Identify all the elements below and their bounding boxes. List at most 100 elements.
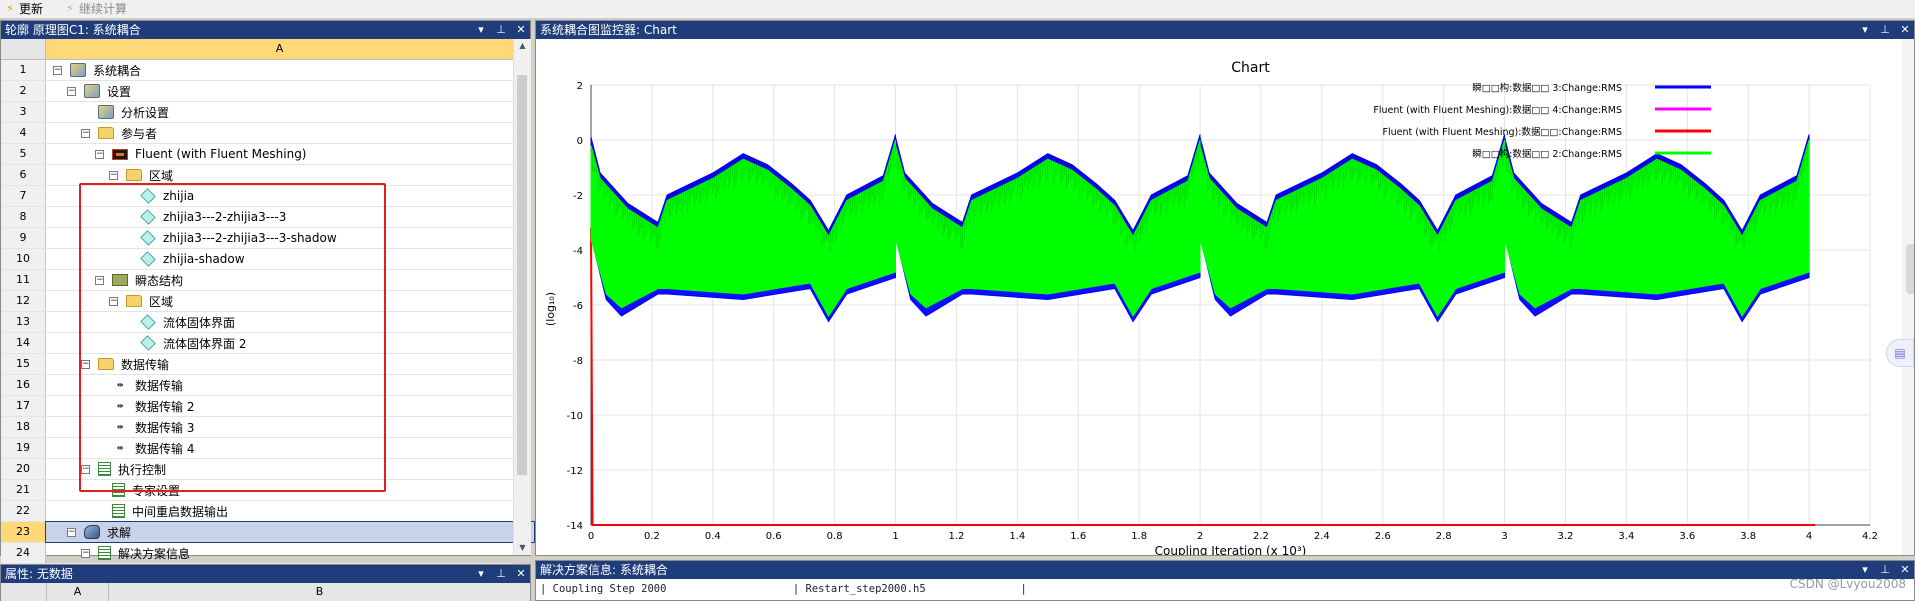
tree-cell[interactable]: ⇹ 数据传输 4: [46, 438, 562, 458]
close-icon[interactable]: ✕: [1900, 563, 1910, 576]
outline-panel-title: 轮廓 原理图C1: 系统耦合: [5, 23, 141, 37]
pin-icon[interactable]: ⊥: [1880, 23, 1890, 36]
tree-row[interactable]: 24 − 解决方案信息: [1, 543, 513, 564]
side-handle[interactable]: [1906, 244, 1914, 294]
tree-cell[interactable]: zhijia-shadow: [46, 249, 590, 269]
collapse-toggle-icon[interactable]: −: [81, 463, 90, 474]
tree-item-label: 区域: [149, 294, 174, 309]
tree-row[interactable]: 21 专家设置: [1, 480, 513, 501]
scroll-up-icon[interactable]: ▲: [519, 41, 526, 50]
tree-row[interactable]: 11 − 瞬态结构: [1, 270, 513, 291]
tree-row[interactable]: 10 zhijia-shadow: [1, 249, 513, 270]
tree-cell[interactable]: − 执行控制: [46, 459, 548, 479]
collapse-toggle-icon[interactable]: −: [109, 169, 118, 180]
close-icon[interactable]: ✕: [1900, 23, 1910, 36]
residual-chart: Chart 0 0.2 0.4 0.6 0.8 1 1.2 1.4 1.6 1.8 2 2.2 2.4 2.…: [544, 60, 1878, 555]
tree-row[interactable]: 20 − 执行控制: [1, 459, 513, 480]
cube-icon: [140, 209, 156, 225]
tree-cell[interactable]: 流体固体界面: [46, 312, 590, 332]
collapse-toggle-icon[interactable]: −: [95, 148, 104, 159]
tree-cell[interactable]: − 解决方案信息: [46, 543, 548, 563]
pin-icon[interactable]: ⊥: [496, 567, 506, 580]
tree-item-label: 执行控制: [118, 462, 167, 477]
properties-column-b[interactable]: B: [315, 585, 324, 598]
tree-cell[interactable]: − 区域: [46, 291, 576, 311]
tree-cell[interactable]: ⇹ 数据传输 3: [46, 417, 562, 437]
row-number: 3: [1, 102, 46, 122]
tree-cell[interactable]: zhijia: [46, 186, 590, 206]
row-number: 18: [1, 417, 46, 437]
x-tick-label: 3.4: [1618, 531, 1634, 542]
row-number: 16: [1, 375, 46, 395]
tree-cell[interactable]: − 数据传输: [46, 354, 548, 374]
tree-row[interactable]: 23 − 求解: [1, 521, 535, 543]
collapse-toggle-icon[interactable]: −: [81, 358, 90, 369]
dropdown-icon[interactable]: ▾: [1862, 23, 1868, 36]
tree-cell[interactable]: 分析设置: [46, 102, 548, 122]
tree-row[interactable]: 16 ⇹ 数据传输: [1, 375, 513, 396]
tree-row[interactable]: 2 − 设置: [1, 81, 513, 102]
tree-item-label: 分析设置: [121, 105, 170, 120]
tree-cell[interactable]: − 参与者: [46, 123, 548, 143]
cube-icon: [140, 314, 156, 330]
tree-row[interactable]: 5 − Fluent (with Fluent Meshing): [1, 144, 513, 165]
tree-row[interactable]: 6 − 区域: [1, 165, 513, 186]
pin-icon[interactable]: ⊥: [1880, 563, 1890, 576]
column-header-a[interactable]: A: [46, 39, 513, 60]
tree-row[interactable]: 15 − 数据传输: [1, 354, 513, 375]
tree-row[interactable]: 3 分析设置: [1, 102, 513, 123]
tree-cell[interactable]: zhijia3---2-zhijia3---3: [46, 207, 590, 227]
tree-row[interactable]: 12 − 区域: [1, 291, 513, 312]
collapse-toggle-icon[interactable]: −: [95, 274, 104, 285]
tree-row[interactable]: 18 ⇹ 数据传输 3: [1, 417, 513, 438]
tree-cell[interactable]: 专家设置: [46, 480, 562, 500]
tree-row[interactable]: 7 zhijia: [1, 186, 513, 207]
dropdown-icon[interactable]: ▾: [478, 567, 484, 580]
tree-row[interactable]: 1− 系统耦合: [1, 60, 513, 81]
tree-row[interactable]: 9 zhijia3---2-zhijia3---3-shadow: [1, 228, 513, 249]
y-tick-label: -12: [567, 466, 583, 477]
scrollbar-thumb[interactable]: [517, 75, 527, 475]
pin-icon[interactable]: ⊥: [496, 23, 506, 36]
tree-cell[interactable]: ⇹ 数据传输: [46, 375, 562, 395]
tree-cell[interactable]: ⇹ 数据传输 2: [46, 396, 562, 416]
tree-cell[interactable]: 中间重启数据输出: [46, 501, 562, 521]
tree-item-label: 专家设置: [132, 483, 181, 498]
tree-cell[interactable]: − 设置: [46, 81, 534, 101]
x-tick-label: 1.6: [1070, 531, 1086, 542]
collapse-toggle-icon[interactable]: −: [81, 127, 90, 138]
close-icon[interactable]: ✕: [516, 23, 526, 36]
collapse-toggle-icon[interactable]: −: [81, 547, 90, 558]
tree-cell[interactable]: − 求解: [45, 521, 535, 543]
tree-row[interactable]: 8 zhijia3---2-zhijia3---3: [1, 207, 513, 228]
update-button[interactable]: ⚡ 更新: [6, 1, 43, 17]
tree-row[interactable]: 17 ⇹ 数据传输 2: [1, 396, 513, 417]
tree-row[interactable]: 13 流体固体界面: [1, 312, 513, 333]
tree-item-label: 区域: [149, 168, 174, 183]
close-icon[interactable]: ✕: [516, 567, 526, 580]
properties-column-a[interactable]: A: [47, 583, 109, 601]
tree-cell[interactable]: 流体固体界面 2: [46, 333, 590, 353]
list-icon: [98, 546, 111, 560]
x-tick-label: 3.8: [1740, 531, 1756, 542]
tree-row[interactable]: 4 − 参与者: [1, 123, 513, 144]
outline-scrollbar[interactable]: ▲ ▼: [513, 39, 531, 555]
tree-row[interactable]: 22 中间重启数据输出: [1, 501, 513, 522]
dropdown-icon[interactable]: ▾: [478, 23, 484, 36]
tree-cell[interactable]: − Fluent (with Fluent Meshing): [46, 144, 562, 164]
dropdown-icon[interactable]: ▾: [1862, 563, 1868, 576]
scroll-down-icon[interactable]: ▼: [519, 543, 526, 552]
collapse-toggle-icon[interactable]: −: [53, 64, 62, 75]
tree-cell[interactable]: − 瞬态结构: [46, 270, 562, 290]
tree-row[interactable]: 14 流体固体界面 2: [1, 333, 513, 354]
outline-panel-header: 轮廓 原理图C1: 系统耦合 ▾ ⊥ ✕: [1, 21, 530, 39]
collapse-toggle-icon[interactable]: −: [67, 526, 76, 537]
continue-button[interactable]: ⚡ 继续计算: [66, 1, 127, 17]
tree-cell[interactable]: − 系统耦合: [46, 60, 520, 80]
tree-cell[interactable]: zhijia3---2-zhijia3---3-shadow: [46, 228, 590, 248]
floating-note-icon[interactable]: ▤: [1886, 339, 1914, 367]
collapse-toggle-icon[interactable]: −: [109, 295, 118, 306]
collapse-toggle-icon[interactable]: −: [67, 85, 76, 96]
tree-row[interactable]: 19 ⇹ 数据传输 4: [1, 438, 513, 459]
tree-cell[interactable]: − 区域: [46, 165, 576, 185]
